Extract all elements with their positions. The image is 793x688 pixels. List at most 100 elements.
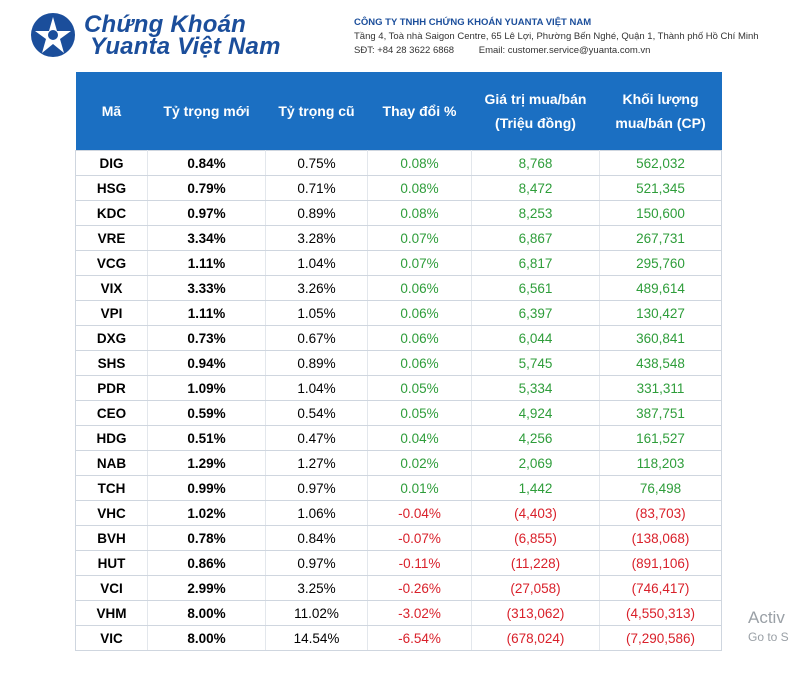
col-header-value-line1: Giá trị mua/bán [484, 91, 587, 107]
cell-old-weight: 1.06% [265, 500, 368, 526]
table-row: DXG 0.73% 0.67% 0.06% 6,044 360,841 [75, 325, 722, 351]
cell-value: 6,397 [471, 300, 600, 326]
cell-symbol: VHM [75, 600, 148, 626]
cell-new-weight: 0.86% [147, 550, 266, 576]
cell-new-weight: 0.59% [147, 400, 266, 426]
cell-value: 2,069 [471, 450, 600, 476]
yuanta-logo-icon [31, 13, 75, 57]
cell-old-weight: 3.28% [265, 225, 368, 251]
cell-symbol: HSG [75, 175, 148, 201]
cell-change: 0.01% [367, 475, 472, 501]
cell-symbol: VCG [75, 250, 148, 276]
cell-new-weight: 3.34% [147, 225, 266, 251]
cell-change: 0.05% [367, 375, 472, 401]
cell-old-weight: 0.54% [265, 400, 368, 426]
cell-change: 0.02% [367, 450, 472, 476]
table-row: BVH 0.78% 0.84% -0.07% (6,855) (138,068) [75, 525, 722, 551]
cell-symbol: VCI [75, 575, 148, 601]
cell-symbol: VHC [75, 500, 148, 526]
cell-new-weight: 8.00% [147, 625, 266, 651]
cell-value: 6,561 [471, 275, 600, 301]
cell-change: 0.08% [367, 200, 472, 226]
cell-symbol: HDG [75, 425, 148, 451]
table-row: VIC 8.00% 14.54% -6.54% (678,024) (7,290,586) [75, 625, 722, 651]
cell-value: (6,855) [471, 525, 600, 551]
cell-value: 8,472 [471, 175, 600, 201]
rebalance-table: Mã Tỷ trọng mới Tỷ trọng cũ Thay đổi % G… [75, 72, 722, 651]
cell-old-weight: 1.27% [265, 450, 368, 476]
cell-volume: 130,427 [599, 300, 722, 326]
cell-value: 5,334 [471, 375, 600, 401]
cell-old-weight: 0.97% [265, 550, 368, 576]
company-name: CÔNG TY TNHH CHỨNG KHOÁN YUANTA VIỆT NAM [354, 17, 592, 28]
cell-change: 0.07% [367, 225, 472, 251]
table-row: NAB 1.29% 1.27% 0.02% 2,069 118,203 [75, 450, 722, 476]
cell-change: -6.54% [367, 625, 472, 651]
table-row: HDG 0.51% 0.47% 0.04% 4,256 161,527 [75, 425, 722, 451]
cell-change: -0.07% [367, 525, 472, 551]
company-info: CÔNG TY TNHH CHỨNG KHOÁN YUANTA VIỆT NAM… [354, 16, 759, 58]
table-header-row: Mã Tỷ trọng mới Tỷ trọng cũ Thay đổi % G… [75, 72, 722, 151]
company-contact: SĐT: +84 28 3622 6868 Email: customer.se… [354, 44, 759, 58]
cell-change: 0.06% [367, 325, 472, 351]
cell-volume: (4,550,313) [599, 600, 722, 626]
table-row: VPI 1.11% 1.05% 0.06% 6,397 130,427 [75, 300, 722, 326]
cell-volume: (7,290,586) [599, 625, 722, 651]
cell-new-weight: 0.84% [147, 150, 266, 176]
cell-old-weight: 1.04% [265, 250, 368, 276]
cell-volume: 489,614 [599, 275, 722, 301]
cell-new-weight: 8.00% [147, 600, 266, 626]
table-row: VIX 3.33% 3.26% 0.06% 6,561 489,614 [75, 275, 722, 301]
cell-old-weight: 11.02% [265, 600, 368, 626]
cell-change: 0.05% [367, 400, 472, 426]
table-row: VCG 1.11% 1.04% 0.07% 6,817 295,760 [75, 250, 722, 276]
cell-volume: 267,731 [599, 225, 722, 251]
table-row: VHC 1.02% 1.06% -0.04% (4,403) (83,703) [75, 500, 722, 526]
cell-new-weight: 1.11% [147, 300, 266, 326]
cell-symbol: BVH [75, 525, 148, 551]
table-row: VRE 3.34% 3.28% 0.07% 6,867 267,731 [75, 225, 722, 251]
cell-value: 6,817 [471, 250, 600, 276]
col-header-value-line2: (Triệu đồng) [495, 115, 576, 131]
cell-symbol: VPI [75, 300, 148, 326]
cell-change: -0.11% [367, 550, 472, 576]
cell-new-weight: 1.29% [147, 450, 266, 476]
cell-value: (4,403) [471, 500, 600, 526]
page-header: Chứng Khoán Yuanta Việt Nam CÔNG TY TNHH… [0, 0, 793, 72]
table-row: VCI 2.99% 3.25% -0.26% (27,058) (746,417) [75, 575, 722, 601]
cell-old-weight: 0.84% [265, 525, 368, 551]
cell-volume: (83,703) [599, 500, 722, 526]
cell-change: 0.06% [367, 300, 472, 326]
col-header-symbol: Mã [75, 72, 148, 151]
cell-value: (11,228) [471, 550, 600, 576]
cell-change: -0.26% [367, 575, 472, 601]
cell-new-weight: 0.51% [147, 425, 266, 451]
table-row: PDR 1.09% 1.04% 0.05% 5,334 331,311 [75, 375, 722, 401]
cell-symbol: HUT [75, 550, 148, 576]
cell-value: 8,253 [471, 200, 600, 226]
col-header-change: Thay đổi % [367, 72, 472, 151]
cell-value: (27,058) [471, 575, 600, 601]
cell-value: 1,442 [471, 475, 600, 501]
cell-new-weight: 1.09% [147, 375, 266, 401]
cell-volume: 150,600 [599, 200, 722, 226]
cell-symbol: DXG [75, 325, 148, 351]
table-row: HSG 0.79% 0.71% 0.08% 8,472 521,345 [75, 175, 722, 201]
cell-volume: 438,548 [599, 350, 722, 376]
cell-new-weight: 0.99% [147, 475, 266, 501]
cell-symbol: VRE [75, 225, 148, 251]
cell-value: 8,768 [471, 150, 600, 176]
cell-change: 0.06% [367, 350, 472, 376]
cell-new-weight: 0.78% [147, 525, 266, 551]
col-header-volume: Khối lượng mua/bán (CP) [599, 72, 722, 151]
cell-volume: 76,498 [599, 475, 722, 501]
cell-new-weight: 1.02% [147, 500, 266, 526]
cell-old-weight: 0.71% [265, 175, 368, 201]
cell-new-weight: 0.94% [147, 350, 266, 376]
watermark-line-1: Activ [748, 608, 785, 627]
cell-value: 4,924 [471, 400, 600, 426]
cell-new-weight: 3.33% [147, 275, 266, 301]
cell-volume: 295,760 [599, 250, 722, 276]
cell-change: 0.07% [367, 250, 472, 276]
col-header-new-weight: Tỷ trọng mới [147, 72, 266, 151]
